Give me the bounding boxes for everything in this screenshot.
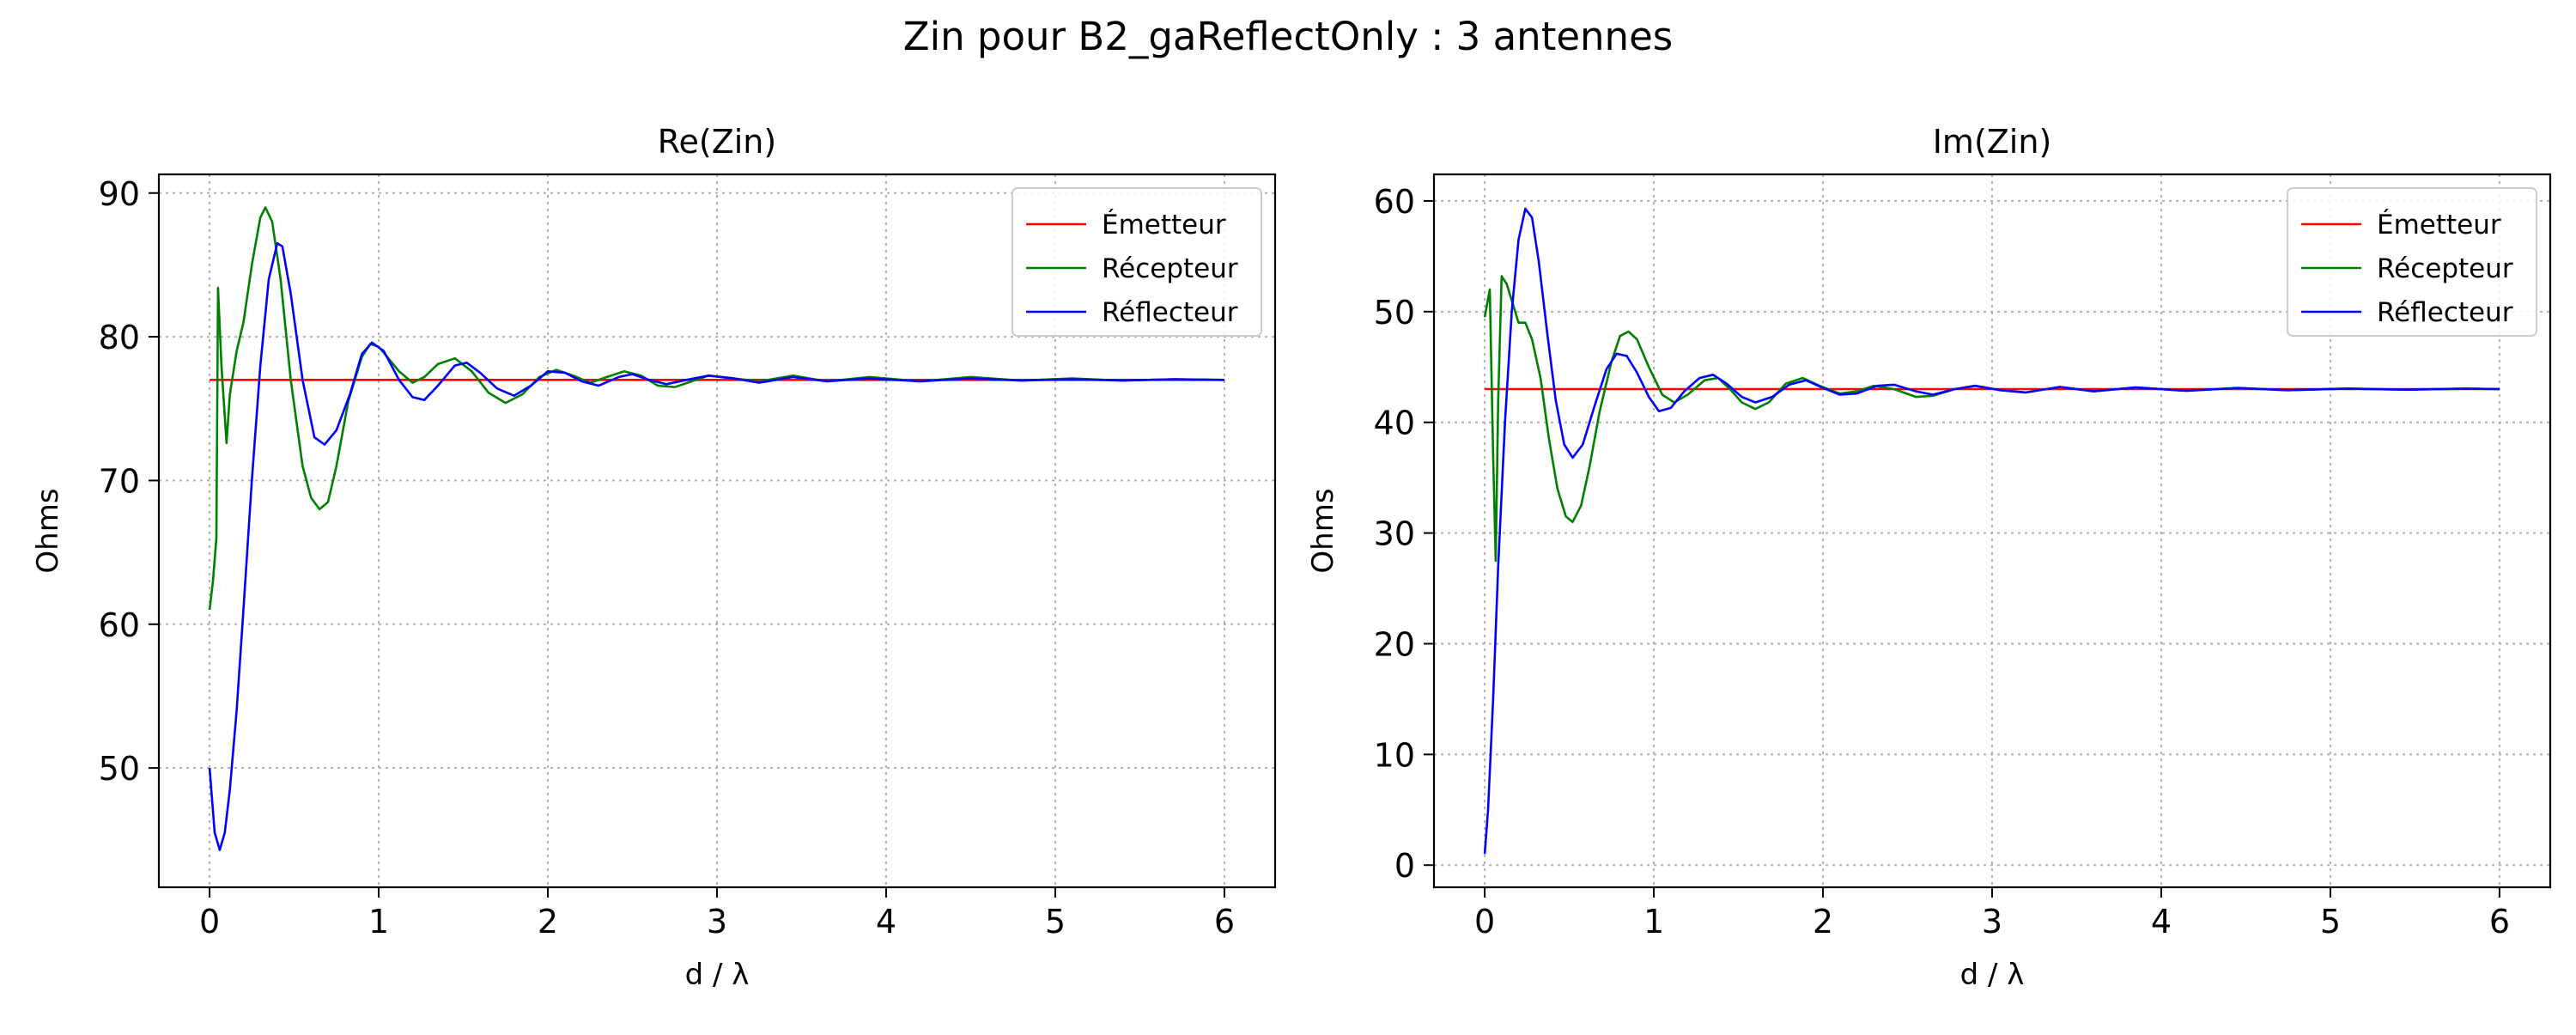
y-tick-label: 0 [1394, 847, 1415, 885]
x-tick-label: 4 [876, 903, 896, 941]
series-line-r-flecteur [208, 242, 1224, 851]
x-tick-label: 2 [538, 903, 558, 941]
x-tick-label: 6 [2489, 903, 2510, 941]
legend: Émetteur Récepteur Réflecteur [1012, 187, 1262, 337]
y-tick-label: 10 [1374, 736, 1415, 774]
y-tick-label: 60 [99, 606, 140, 644]
x-axis-label: d / λ [1960, 958, 2025, 992]
axes-title: Re(Zin) [658, 123, 776, 161]
figure-title: Zin pour B2_gaReflectOnly : 3 antennes [903, 14, 1673, 59]
y-tick-label: 70 [99, 462, 140, 500]
y-tick-label: 40 [1374, 405, 1415, 442]
legend-label-metteur: Émetteur [2377, 210, 2501, 240]
y-axis-label: Ohms [31, 488, 65, 573]
series-line-r-cepteur [208, 206, 1224, 611]
y-axis-label: Ohms [1306, 488, 1340, 573]
x-tick-label: 2 [1813, 903, 1833, 941]
x-tick-label: 0 [1474, 903, 1495, 941]
legend: Émetteur Récepteur Réflecteur [2287, 187, 2537, 337]
y-tick-label: 30 [1374, 515, 1415, 553]
x-axis-label: d / λ [685, 958, 750, 992]
y-tick-label: 50 [1374, 294, 1415, 332]
chart-re-zin: 0 1 2 3 4 5 6 50 60 70 80 90 Re(Zin) d / λ Ohms Émetteu… [31, 123, 1277, 992]
y-tick-label: 60 [1374, 183, 1415, 221]
x-tick-label: 5 [1045, 903, 1066, 941]
y-tick-label: 50 [99, 750, 140, 788]
legend-label-r-flecteur: Réflecteur [1102, 297, 1238, 328]
legend-label-metteur: Émetteur [1102, 210, 1226, 240]
x-tick-label: 4 [2151, 903, 2172, 941]
x-tick-label: 3 [707, 903, 727, 941]
x-tick-label: 6 [1214, 903, 1235, 941]
x-tick-label: 3 [1982, 903, 2002, 941]
y-tick-label: 80 [99, 319, 140, 356]
legend-label-r-cepteur: Récepteur [2377, 253, 2513, 284]
x-tick-label: 1 [368, 903, 389, 941]
legend-label-r-flecteur: Réflecteur [2377, 297, 2513, 328]
series-line-r-flecteur [1483, 207, 2500, 855]
x-tick-label: 0 [199, 903, 220, 941]
y-tick-label: 90 [99, 175, 140, 213]
x-tick-label: 5 [2320, 903, 2341, 941]
x-tick-label: 1 [1643, 903, 1664, 941]
legend-label-r-cepteur: Récepteur [1102, 253, 1238, 284]
axes-title: Im(Zin) [1933, 123, 2052, 161]
y-tick-label: 20 [1374, 625, 1415, 663]
